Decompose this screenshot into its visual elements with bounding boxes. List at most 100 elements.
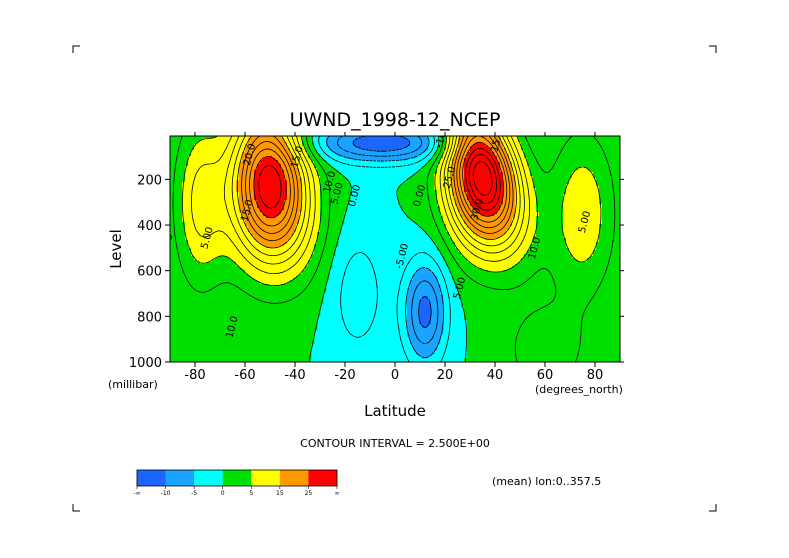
- contour-fill-cell: [311, 258, 333, 261]
- contour-fill-cell: [461, 304, 620, 307]
- contour-fill-cell: [260, 282, 288, 285]
- contour-fill-cell: [203, 138, 249, 141]
- contour-fill-cell: [257, 204, 285, 207]
- contour-fill-cell: [437, 200, 456, 203]
- contour-fill-cell: [227, 256, 312, 259]
- contour-fill-cell: [467, 154, 495, 157]
- contour-fill-cell: [428, 160, 441, 163]
- contour-fill-cell: [170, 330, 315, 333]
- contour-fill-cell: [170, 294, 324, 297]
- contour-fill-cell: [521, 144, 620, 147]
- contour-fill-cell: [320, 228, 342, 231]
- contour-fill-cell: [599, 190, 620, 193]
- contour-fill-cell: [431, 310, 444, 313]
- contour-fill-cell: [401, 204, 438, 207]
- contour-fill-cell: [242, 268, 306, 271]
- contour-fill-cell: [170, 278, 255, 281]
- contour-fill-cell: [515, 180, 534, 183]
- contour-fill-cell: [431, 314, 444, 317]
- contour-fill-cell: [302, 200, 321, 203]
- contour-fill-cell: [326, 144, 354, 147]
- contour-fill-cell: [170, 168, 186, 171]
- contour-fill-cell: [407, 298, 423, 301]
- contour-fill-cell: [278, 162, 297, 165]
- contour-fill-cell: [263, 158, 276, 161]
- contour-fill-cell: [566, 244, 597, 247]
- contour-fill-cell: [401, 206, 441, 209]
- contour-fill-cell: [602, 206, 620, 209]
- contour-fill-cell: [407, 302, 420, 305]
- contour-line: [172, 136, 616, 362]
- contour-fill-cell: [170, 346, 312, 349]
- x-tick-label: -60: [234, 368, 255, 383]
- contour-fill-cell: [515, 186, 534, 189]
- contour-line: [337, 136, 439, 345]
- contour-fill-cell: [416, 352, 435, 355]
- contour-fill-cell: [461, 298, 620, 301]
- chart-title: UWND_1998-12_NCEP: [290, 109, 501, 131]
- contour-fill-cell: [242, 158, 264, 161]
- contour-fill-cell: [311, 158, 324, 161]
- colorbar-label: ∞: [335, 490, 340, 497]
- contour-fill-cell: [320, 192, 351, 195]
- contour-fill-cell: [281, 168, 300, 171]
- contour-fill-cell: [239, 166, 258, 169]
- contour-fill-cell: [170, 264, 237, 267]
- contour-fill-cell: [170, 156, 189, 159]
- contour-fill-cell: [443, 150, 456, 153]
- contour-fill-cell: [401, 208, 441, 211]
- contour-fill-cell: [518, 262, 620, 265]
- contour-fill-cell: [170, 300, 324, 303]
- contour-fill-cell: [170, 232, 186, 235]
- contour-fill-cell: [170, 304, 321, 307]
- contour-fill-cell: [170, 302, 324, 305]
- contour-fill-cell: [602, 222, 620, 225]
- contour-fill-cell: [284, 244, 315, 247]
- contour-fill-cell: [170, 310, 321, 313]
- contour-fill-cell: [497, 156, 510, 159]
- contour-fill-cell: [602, 220, 620, 223]
- contour-fill-cell: [509, 228, 537, 231]
- contour-fill-cell: [170, 248, 192, 251]
- contour-fill-cell: [509, 160, 528, 163]
- contour-fill-cell: [419, 318, 432, 321]
- contour-fill-cell: [299, 176, 321, 179]
- contour-fill-cell: [437, 148, 447, 151]
- contour-fill-cell: [503, 176, 516, 179]
- contour-fill-cell: [284, 202, 303, 205]
- contour-fill-cell: [563, 216, 603, 219]
- contour-fill-cell: [467, 258, 522, 261]
- contour-fill-cell: [455, 280, 620, 283]
- contour-fill-cell: [299, 220, 321, 223]
- contour-fill-cell: [533, 178, 570, 181]
- contour-fill-cell: [215, 136, 252, 139]
- contour-fill-cell: [521, 148, 620, 151]
- contour-fill-cell: [419, 304, 432, 307]
- contour-fill-cell: [284, 208, 303, 211]
- contour-fill-cell: [170, 288, 327, 291]
- contour-fill-cell: [461, 300, 620, 303]
- contour-fill-cell: [293, 278, 330, 281]
- contour-fill-cell: [251, 234, 294, 237]
- contour-fill-cell: [170, 184, 183, 187]
- contour-fill-cell: [458, 142, 477, 145]
- contour-fill-cell: [533, 184, 567, 187]
- contour-fill-cell: [464, 162, 501, 165]
- contour-fill-cell: [476, 142, 483, 145]
- contour-fill-cell: [419, 310, 432, 313]
- contour-fill-cell: [239, 178, 255, 181]
- contour-fill-cell: [257, 240, 288, 243]
- contour-fill-cell: [170, 204, 183, 207]
- contour-fill-cell: [299, 174, 318, 177]
- contour-fill-cell: [446, 226, 468, 229]
- contour-fill-cell: [239, 200, 258, 203]
- contour-fill-cell: [464, 256, 525, 259]
- contour-fill-cell: [512, 170, 531, 173]
- contour-fill-cell: [182, 198, 240, 201]
- contour-line: [236, 136, 517, 249]
- contour-fill-cell: [455, 244, 531, 247]
- contour-fill-cell: [452, 184, 465, 187]
- contour-fill-cell: [458, 206, 474, 209]
- contour-fill-cell: [287, 180, 303, 183]
- contour-fill-cell: [194, 258, 216, 261]
